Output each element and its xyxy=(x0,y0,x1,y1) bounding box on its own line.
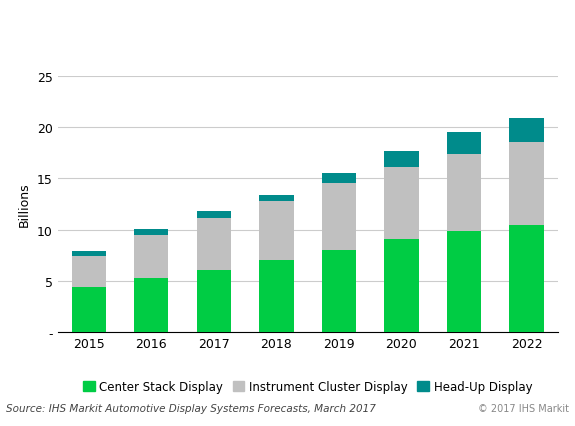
Bar xyxy=(447,133,481,154)
Bar xyxy=(197,270,231,332)
Bar xyxy=(384,168,419,239)
Bar xyxy=(384,151,419,168)
Bar xyxy=(71,287,106,332)
Bar xyxy=(134,229,168,235)
Bar xyxy=(71,251,106,256)
Bar xyxy=(509,143,544,226)
Bar xyxy=(321,174,356,184)
Bar xyxy=(134,278,168,332)
Legend: Center Stack Display, Instrument Cluster Display, Head-Up Display: Center Stack Display, Instrument Cluster… xyxy=(78,376,537,398)
Bar xyxy=(509,226,544,332)
Bar xyxy=(321,184,356,250)
Bar xyxy=(321,250,356,332)
Bar xyxy=(509,118,544,143)
Bar xyxy=(197,212,231,219)
Bar xyxy=(259,195,294,201)
Text: Source: IHS Markit Automotive Display Systems Forecasts, March 2017: Source: IHS Markit Automotive Display Sy… xyxy=(6,403,375,413)
Bar xyxy=(71,256,106,287)
Bar xyxy=(134,235,168,278)
Bar xyxy=(447,154,481,231)
Bar xyxy=(197,219,231,270)
Text: Global  Automotive  Display  Component  Revenue  Forecast: Global Automotive Display Component Reve… xyxy=(7,35,575,53)
Bar xyxy=(259,261,294,332)
Bar xyxy=(447,231,481,332)
Bar xyxy=(259,201,294,261)
Text: © 2017 IHS Markit: © 2017 IHS Markit xyxy=(478,403,569,413)
Bar xyxy=(384,239,419,332)
Y-axis label: Billions: Billions xyxy=(18,182,31,227)
